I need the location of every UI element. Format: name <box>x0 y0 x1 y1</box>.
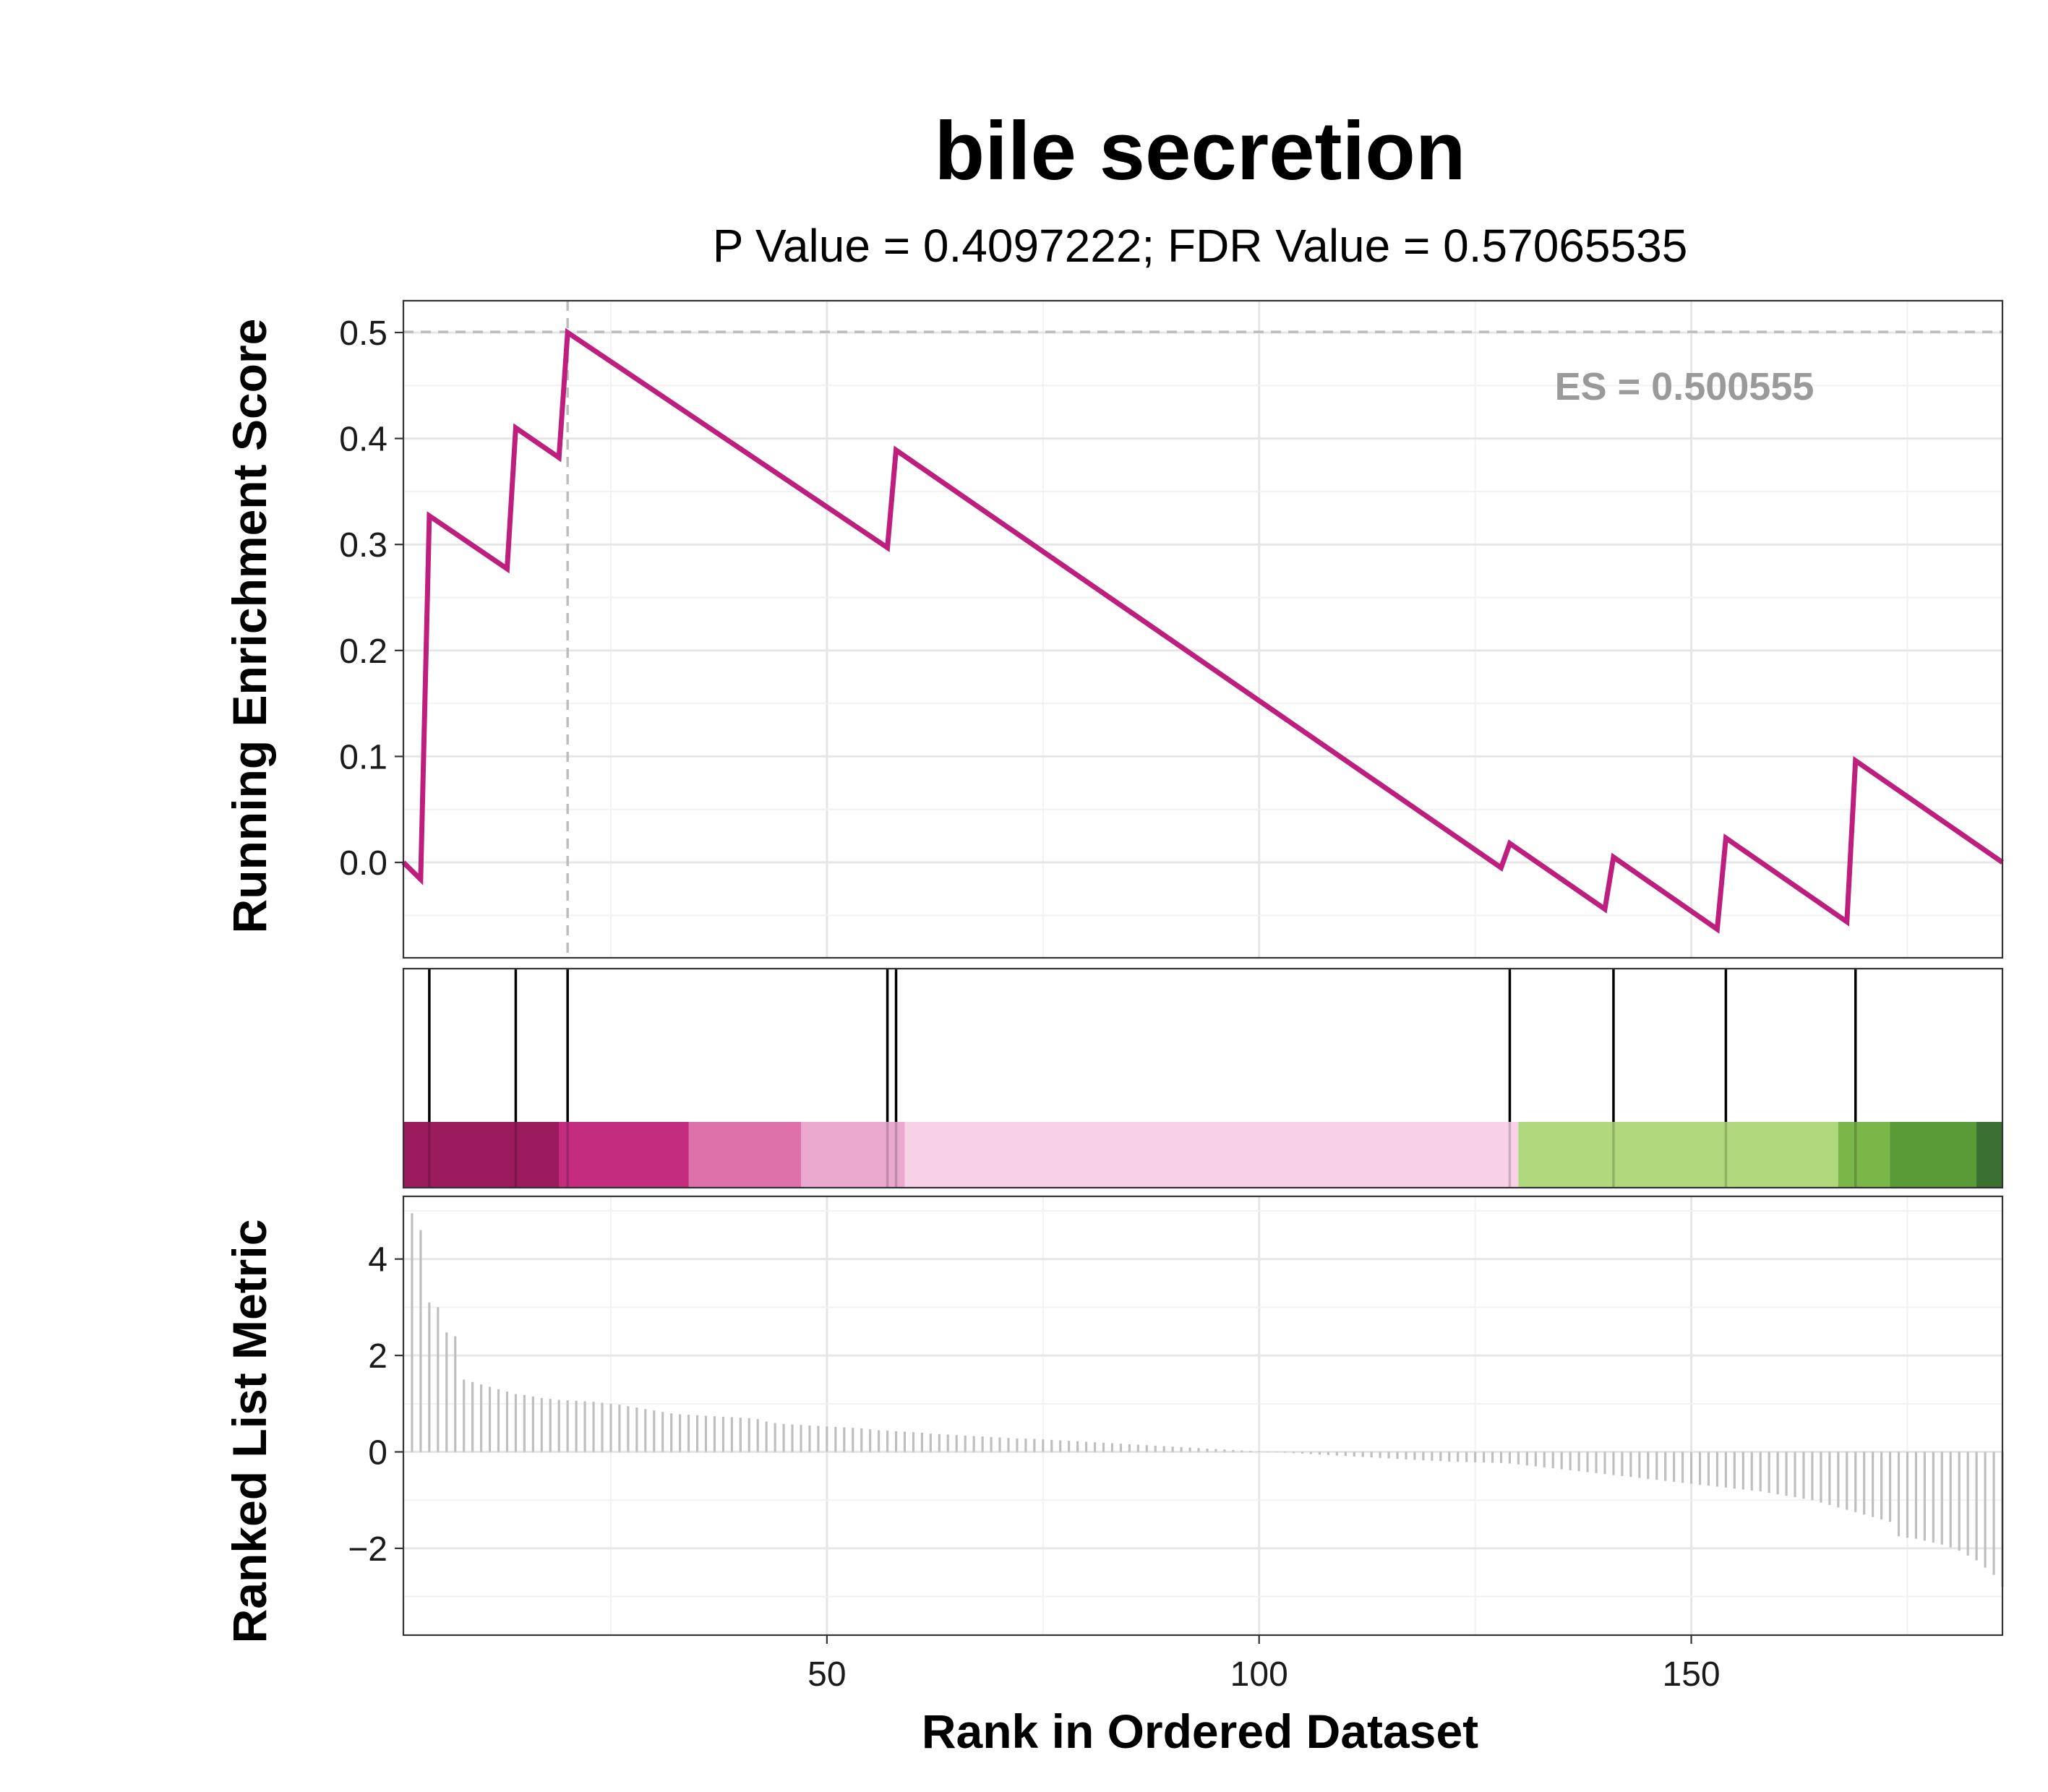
x-tick-label: 100 <box>1230 1655 1288 1694</box>
color-bar-segment <box>904 1122 1519 1188</box>
es-y-tick-label: 0.4 <box>339 421 387 459</box>
running-es-line <box>401 327 2004 934</box>
es-y-tick-label: 0.3 <box>339 526 387 565</box>
running-es-panel: 0.0 0.1 0.2 0.3 0.4 0.5 ES = 0.500555 <box>339 299 2004 959</box>
color-bar-segment <box>1890 1122 1977 1188</box>
metric-panel-border <box>402 1195 2004 1637</box>
metric-panel-background <box>403 1196 2002 1635</box>
es-panel-background <box>403 301 2002 958</box>
color-bar-segment <box>1838 1122 1891 1188</box>
hit-markers-panel <box>402 967 2004 1189</box>
y-axis-title-metric: Ranked List Metric <box>223 1219 276 1644</box>
hits-panel-border <box>402 967 2004 1189</box>
metric-y-tick-label: 4 <box>368 1241 387 1279</box>
es-y-tick-label: 0.1 <box>339 738 387 776</box>
color-bar-segment <box>1518 1122 1839 1188</box>
color-bar-segment <box>688 1122 802 1188</box>
es-y-tick-label: 0.0 <box>339 844 387 883</box>
es-y-tick-label: 0.2 <box>339 633 387 671</box>
color-bar-segment <box>403 1122 560 1188</box>
y-axis-title-es: Running Enrichment Score <box>223 319 276 934</box>
x-tick-label: 50 <box>807 1655 846 1694</box>
es-value-label: ES = 0.500555 <box>1555 365 1815 408</box>
es-y-tick-label: 0.5 <box>339 314 387 353</box>
ranked-metric-panel: −2 0 2 4 50 100 150 <box>348 1195 2004 1694</box>
color-bar-segment <box>1976 1122 2003 1188</box>
x-tick-label: 150 <box>1663 1655 1721 1694</box>
es-panel-border <box>402 299 2004 959</box>
metric-y-tick-label: 2 <box>368 1337 387 1376</box>
x-axis-title: Rank in Ordered Dataset <box>922 1705 1478 1758</box>
color-bar-segment <box>559 1122 690 1188</box>
metric-y-tick-label: 0 <box>368 1434 387 1472</box>
color-bar-segment <box>801 1122 905 1188</box>
metric-y-tick-label: −2 <box>348 1530 387 1569</box>
chart-subtitle: P Value = 0.4097222; FDR Value = 0.57065… <box>713 220 1688 272</box>
chart-title: bile secretion <box>935 106 1466 197</box>
